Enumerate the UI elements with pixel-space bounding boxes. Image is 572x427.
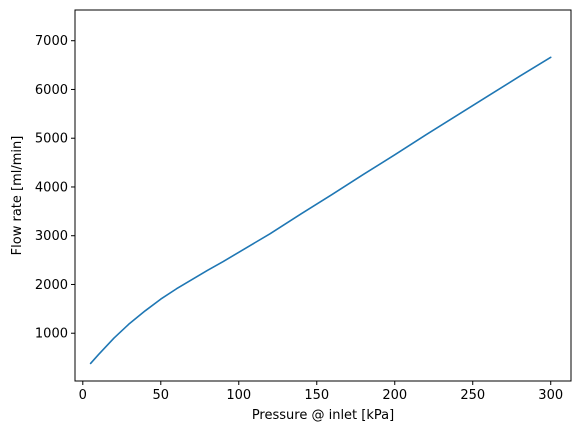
- x-tick-label: 50: [153, 388, 170, 403]
- y-tick-label: 5000: [35, 132, 68, 147]
- x-axis-label: Pressure @ inlet [kPa]: [252, 408, 394, 423]
- y-axis-label: Flow rate [ml/min]: [10, 136, 25, 256]
- y-tick-label: 7000: [35, 34, 68, 49]
- x-tick-label: 0: [79, 388, 87, 403]
- axes-frame: [74, 9, 572, 382]
- y-tick-label: 1000: [35, 327, 68, 342]
- x-tick-label: 200: [382, 388, 407, 403]
- x-tick-label: 150: [304, 388, 329, 403]
- x-tick-label: 250: [460, 388, 485, 403]
- y-tick-label: 2000: [35, 278, 68, 293]
- axes: 0 50 100 150 200 250 300 1000 2000 3000 4000 5000 60…: [35, 9, 572, 403]
- y-tick-label: 4000: [35, 180, 68, 195]
- y-tick-label: 3000: [35, 229, 68, 244]
- series-line-0: [89, 56, 552, 365]
- y-tick-label: 6000: [35, 83, 68, 98]
- x-tick-label: 300: [538, 388, 563, 403]
- plot-background: [75, 10, 571, 381]
- plot-area: [75, 10, 571, 381]
- x-tick-label: 100: [226, 388, 251, 403]
- series-layer: [89, 56, 552, 365]
